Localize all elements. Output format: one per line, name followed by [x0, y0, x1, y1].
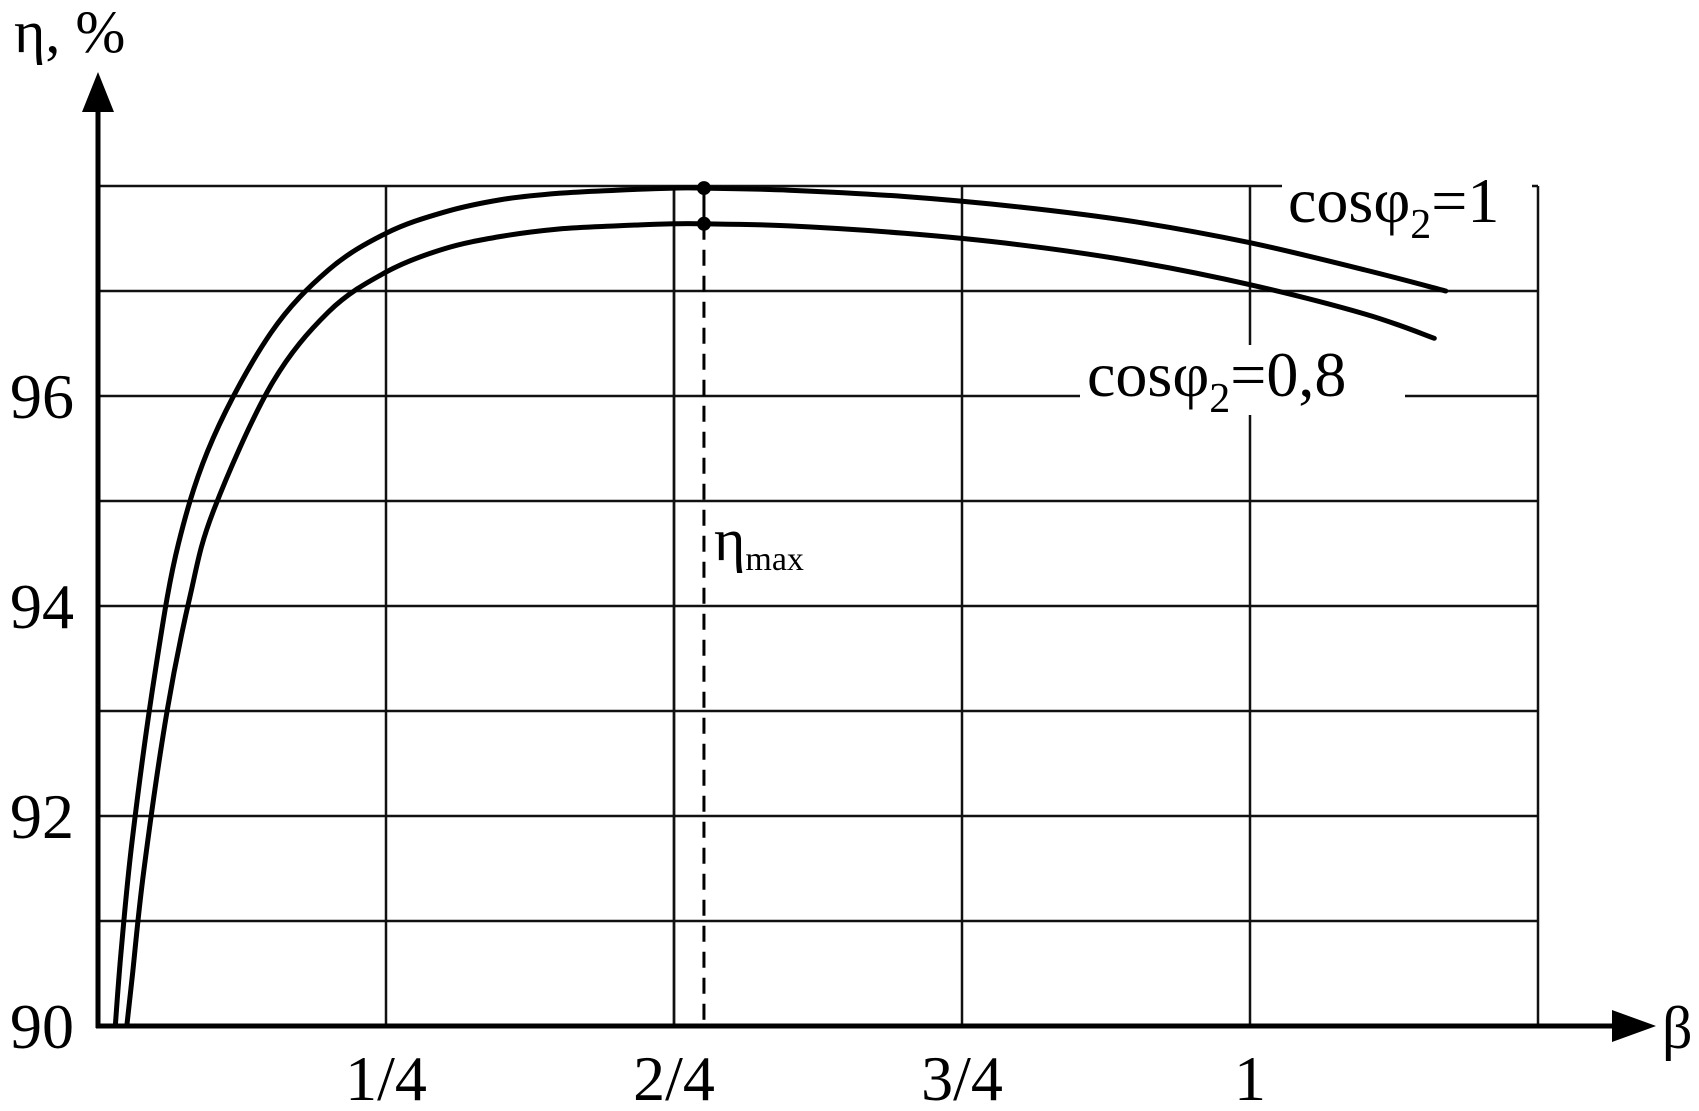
series-line-cos1 — [112, 185, 1449, 1029]
legend-cos08-bg — [1080, 345, 1405, 415]
axes — [82, 72, 1656, 1042]
curves — [112, 185, 1449, 1029]
y-axis-title: η, % — [14, 0, 125, 65]
x-tick-label: 2/4 — [633, 1043, 715, 1111]
y-axis-arrow — [82, 72, 114, 112]
y-tick-label: 92 — [10, 781, 74, 852]
legend-cos1-label: cosφ2=1 — [1288, 165, 1499, 248]
y-tick-label: 94 — [10, 571, 74, 642]
x-axis-title: β — [1662, 995, 1693, 1061]
legend-cos1-bg — [1282, 172, 1532, 242]
series-line-cos08 — [124, 221, 1437, 1029]
x-tick-label: 1/4 — [345, 1043, 427, 1111]
eta-max-label: ηmax — [714, 507, 804, 578]
legend-cos1: cosφ2=1 — [1282, 165, 1532, 248]
y-tick-label: 96 — [10, 361, 74, 432]
eta-max-point-cos08 — [696, 216, 711, 231]
x-axis-arrow — [1612, 1010, 1656, 1042]
legend-cos08-label: cosφ2=0,8 — [1087, 339, 1346, 422]
eta-max-markers — [696, 181, 711, 1026]
tick-labels: 90 92 94 96 1/4 2/4 3/4 1 — [10, 361, 1266, 1111]
y-tick-label: 90 — [10, 991, 74, 1062]
x-tick-label: 1 — [1234, 1043, 1266, 1111]
legend-cos08: cosφ2=0,8 — [1080, 339, 1405, 422]
grid — [98, 184, 1540, 1026]
x-tick-label: 3/4 — [921, 1043, 1003, 1111]
eta-max-point-cos1 — [696, 181, 711, 196]
